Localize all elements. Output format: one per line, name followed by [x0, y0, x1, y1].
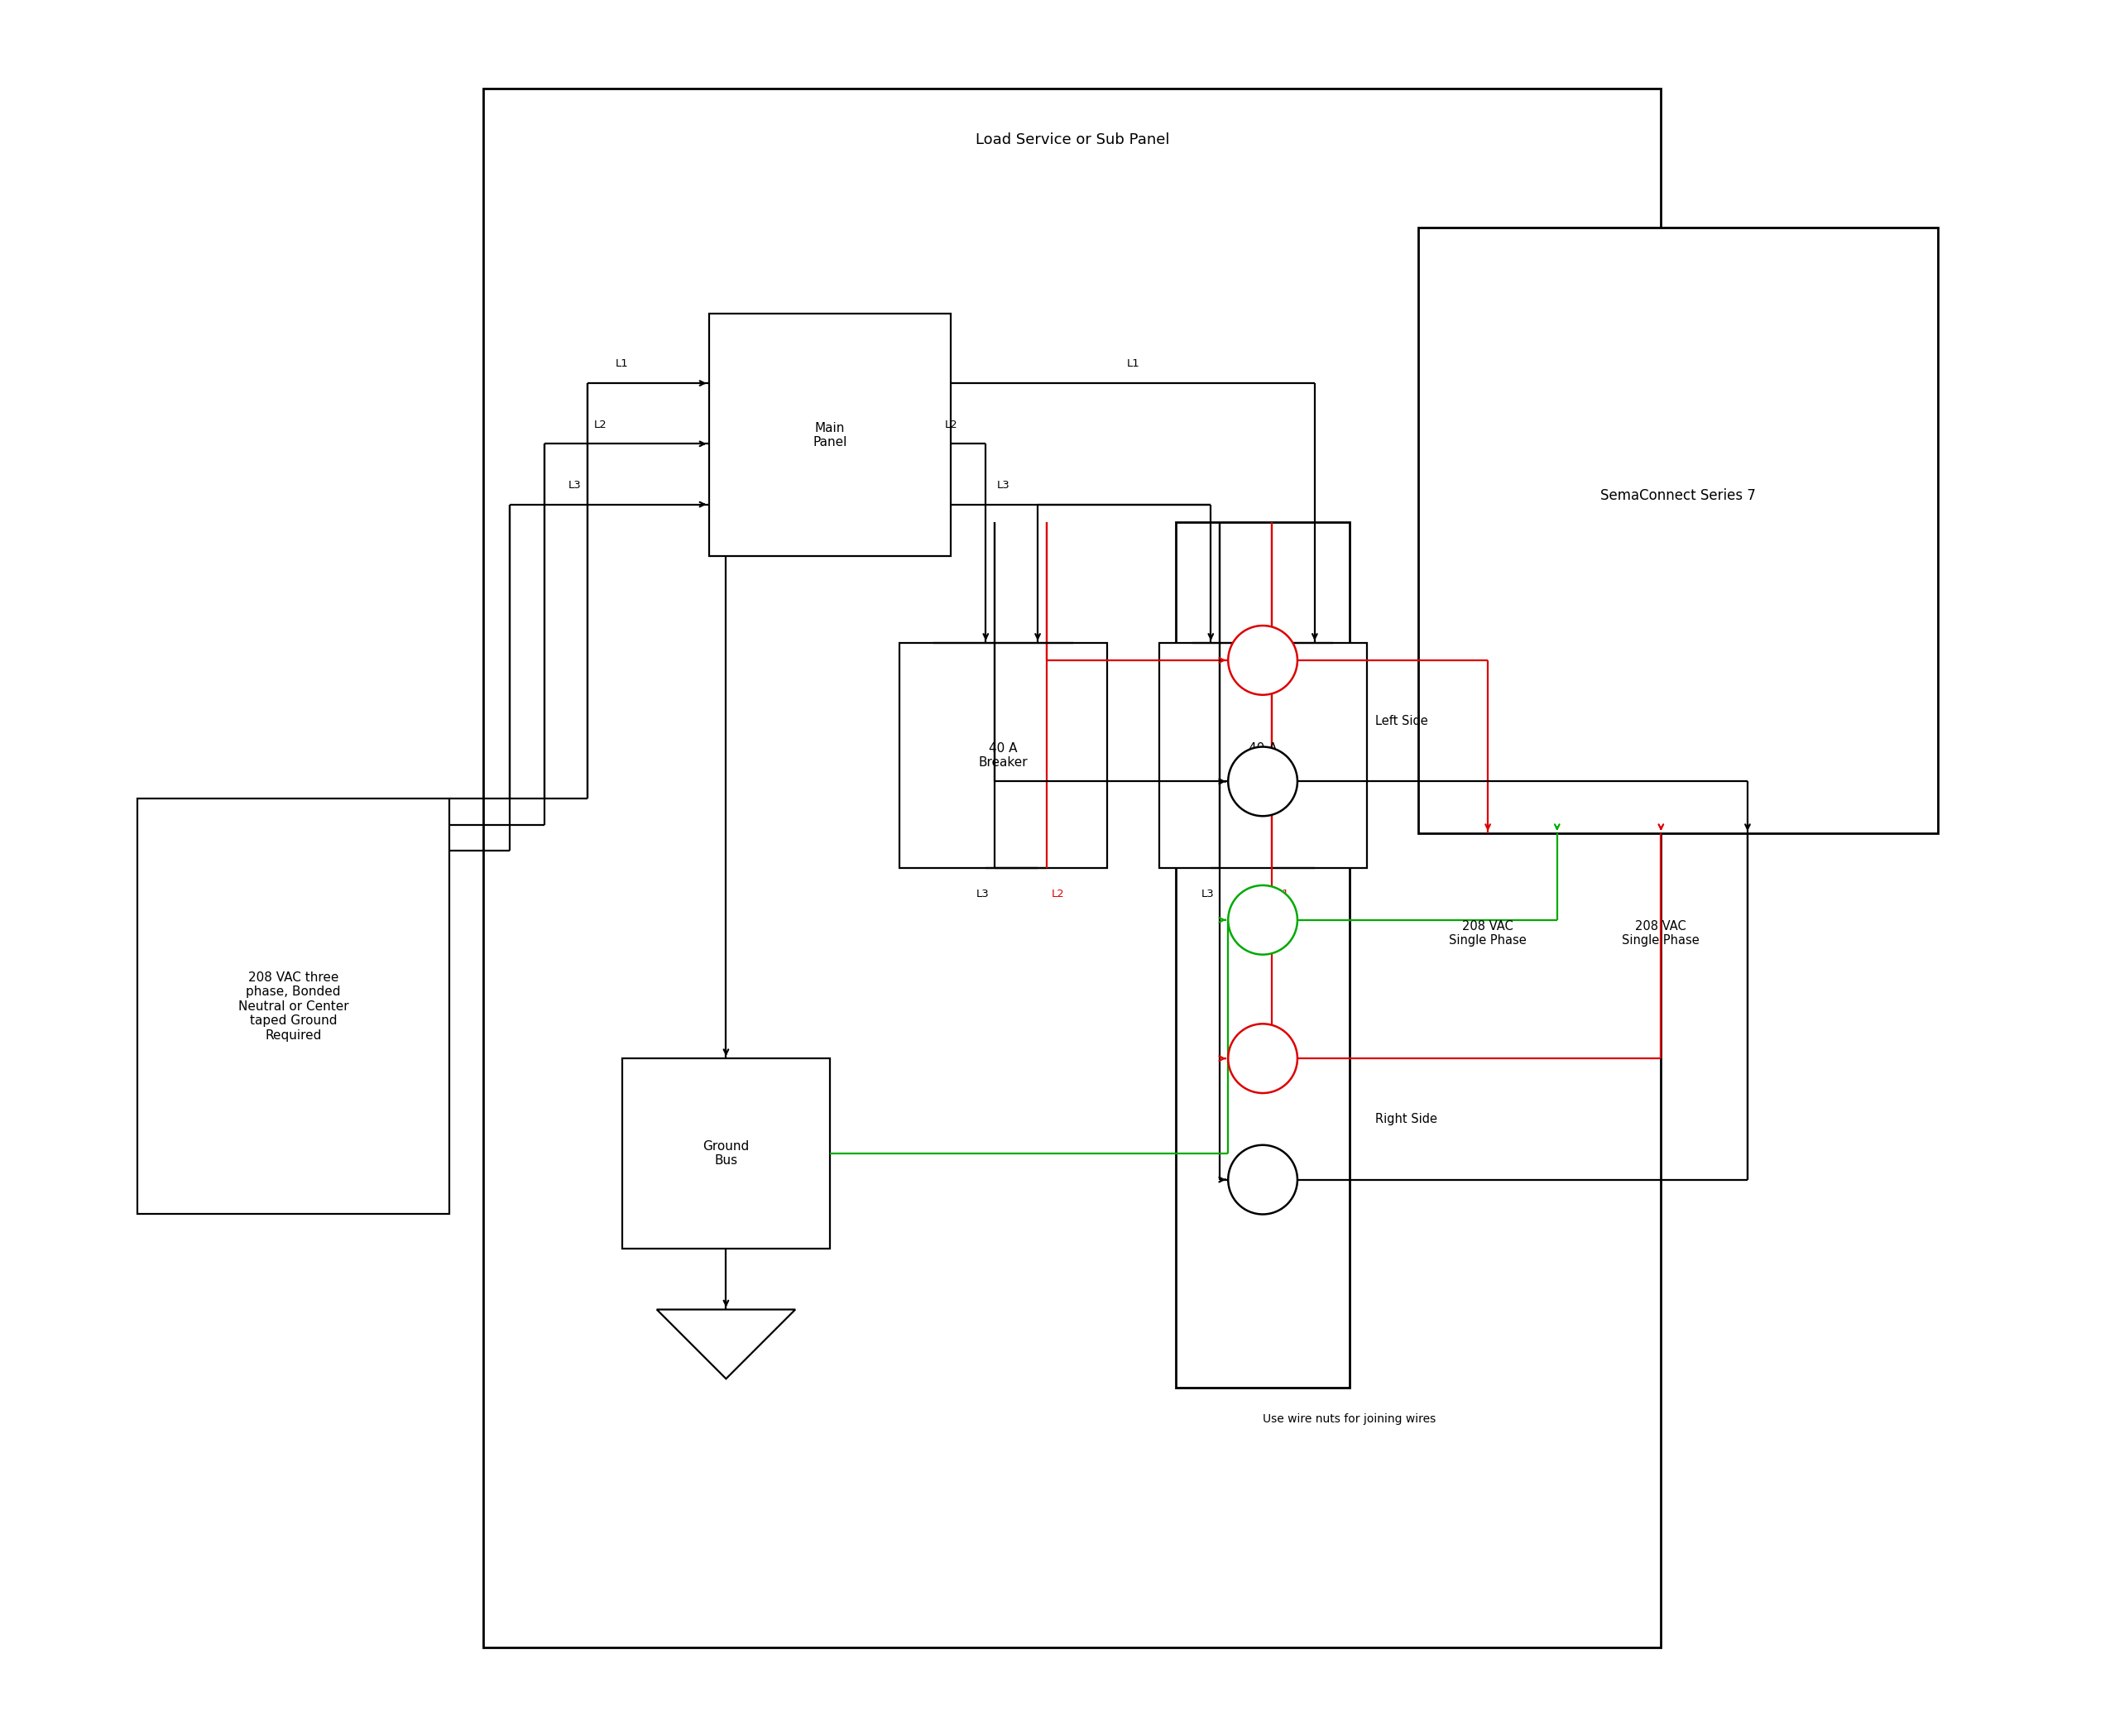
Text: 208 VAC three
phase, Bonded
Neutral or Center
taped Ground
Required: 208 VAC three phase, Bonded Neutral or C… — [238, 972, 348, 1042]
Text: Right Side: Right Side — [1376, 1113, 1437, 1125]
Text: 208 VAC
Single Phase: 208 VAC Single Phase — [1450, 920, 1528, 946]
Text: L2: L2 — [945, 418, 958, 431]
Text: L3: L3 — [977, 889, 990, 899]
Text: L3: L3 — [1201, 889, 1213, 899]
Text: 40 A
Breaker: 40 A Breaker — [1239, 741, 1287, 769]
Text: L3: L3 — [996, 479, 1009, 491]
Circle shape — [1228, 625, 1298, 694]
Text: L2: L2 — [1051, 889, 1066, 899]
Text: Left Side: Left Side — [1376, 715, 1428, 727]
Bar — [483, 89, 1661, 1647]
Bar — [1158, 642, 1367, 868]
Bar — [622, 1059, 829, 1248]
Text: L3: L3 — [568, 479, 580, 491]
Text: 40 A
Breaker: 40 A Breaker — [979, 741, 1028, 769]
Text: L1: L1 — [616, 359, 629, 370]
Bar — [1175, 523, 1348, 1387]
Text: Ground
Bus: Ground Bus — [703, 1141, 749, 1167]
Circle shape — [1228, 885, 1298, 955]
Bar — [137, 799, 449, 1213]
Bar — [1418, 227, 1937, 833]
Text: SemaConnect Series 7: SemaConnect Series 7 — [1601, 488, 1756, 503]
Text: Main
Panel: Main Panel — [812, 422, 846, 448]
Bar — [899, 642, 1108, 868]
Text: L2: L2 — [595, 418, 608, 431]
Circle shape — [1228, 1146, 1298, 1213]
Circle shape — [1228, 1024, 1298, 1094]
Bar — [709, 314, 952, 556]
Text: L1: L1 — [1127, 359, 1139, 370]
Text: Load Service or Sub Panel: Load Service or Sub Panel — [975, 132, 1169, 148]
Text: Use wire nuts for joining wires: Use wire nuts for joining wires — [1262, 1413, 1437, 1425]
Text: 208 VAC
Single Phase: 208 VAC Single Phase — [1623, 920, 1701, 946]
Circle shape — [1228, 746, 1298, 816]
Text: L1: L1 — [1277, 889, 1289, 899]
